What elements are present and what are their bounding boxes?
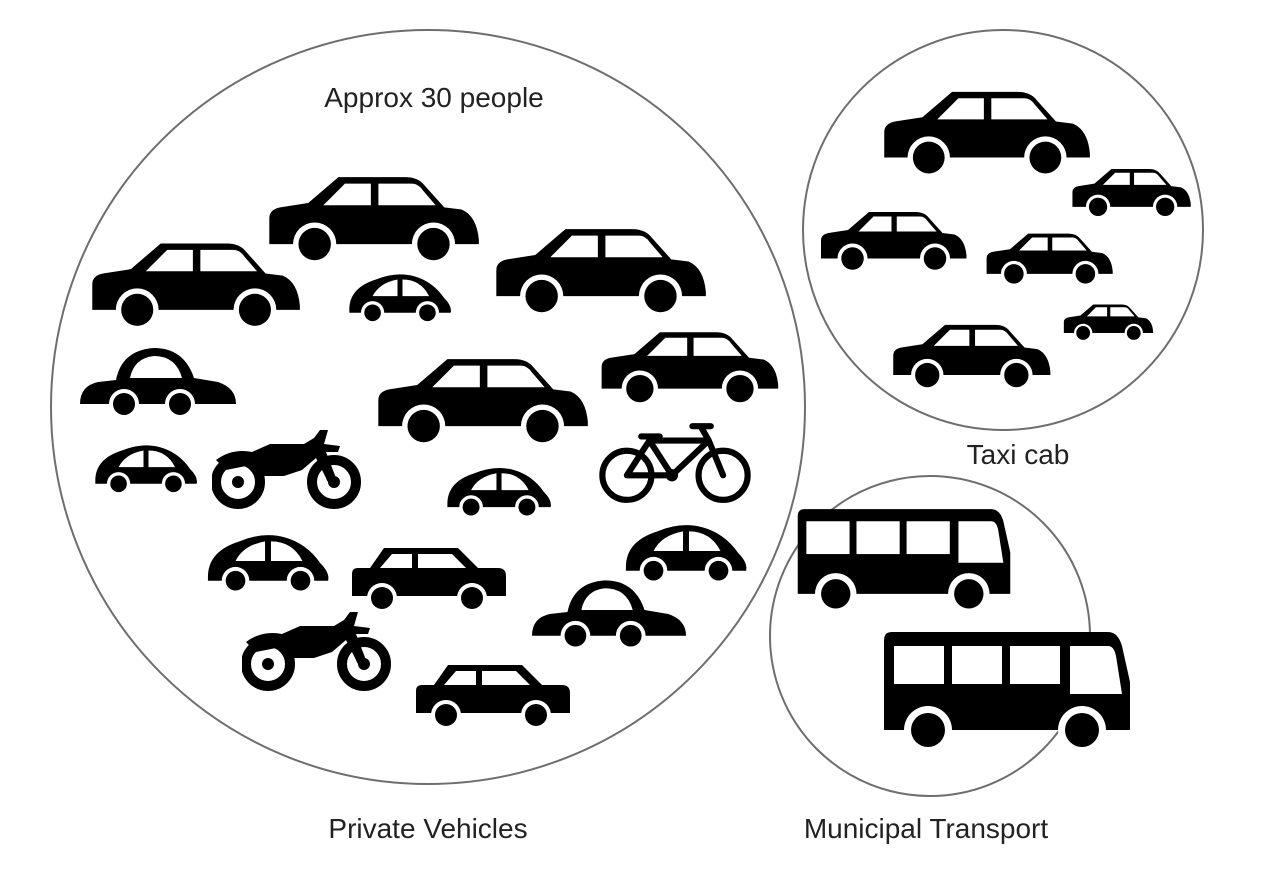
sedan-icon	[1063, 304, 1154, 342]
beetle-car-icon	[531, 580, 687, 651]
taxi-cab-icons	[821, 91, 1191, 390]
bus-icon	[797, 509, 1011, 615]
taxi-cab-circle	[802, 29, 1204, 431]
sedan-icon	[821, 212, 967, 272]
sedan-icon	[893, 324, 1051, 390]
compact-car-icon	[207, 535, 329, 595]
sedan-icon	[378, 359, 588, 444]
hatchback-icon	[416, 665, 570, 730]
compact-car-icon	[447, 467, 551, 519]
sedan-icon	[496, 229, 706, 314]
municipal-transport-label: Municipal Transport	[803, 813, 1049, 844]
beetle-car-icon	[80, 348, 236, 419]
compact-car-icon	[625, 525, 747, 585]
sedan-icon	[986, 233, 1113, 286]
sedan-icon	[884, 91, 1090, 176]
taxi-cab-label: Taxi cab	[966, 439, 1070, 470]
motorcycle-icon	[216, 430, 356, 504]
bus-icon	[884, 632, 1130, 754]
hatchback-icon	[352, 548, 506, 613]
private-vehicle-icons	[80, 177, 779, 730]
private-vehicles-note: Approx 30 people	[324, 82, 544, 113]
bicycle-icon	[602, 426, 747, 500]
sedan-icon	[92, 243, 300, 328]
compact-car-icon	[95, 445, 197, 496]
private-vehicles-label: Private Vehicles	[328, 813, 528, 844]
sedan-icon	[1072, 169, 1191, 218]
private-vehicles-circle	[50, 29, 806, 785]
compact-car-icon	[349, 274, 451, 325]
municipal-transport-icons	[797, 509, 1130, 754]
sedan-icon	[601, 332, 779, 404]
motorcycle-icon	[246, 612, 386, 686]
sedan-icon	[269, 177, 479, 262]
